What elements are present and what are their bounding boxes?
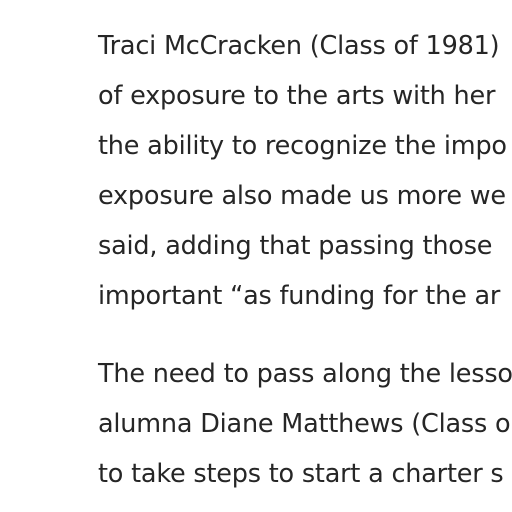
text-line: to take steps to start a charter s	[98, 459, 504, 489]
text-line: The need to pass along the lesso	[98, 359, 512, 389]
text-line: the ability to recognize the impo	[98, 131, 507, 161]
text-line: of exposure to the arts with her	[98, 81, 496, 111]
paragraph-2: The need to pass along the lesso alumna …	[98, 352, 512, 502]
text-line: said, adding that passing those	[98, 231, 493, 261]
text-line: important “as funding for the ar	[98, 281, 501, 311]
paragraph-1: Traci McCracken (Class of 1981) of expos…	[98, 24, 512, 324]
article-body: Traci McCracken (Class of 1981) of expos…	[98, 24, 512, 502]
text-line: alumna Diane Matthews (Class o	[98, 409, 511, 439]
text-line: Traci McCracken (Class of 1981)	[98, 31, 500, 61]
text-line: exposure also made us more we	[98, 181, 506, 211]
